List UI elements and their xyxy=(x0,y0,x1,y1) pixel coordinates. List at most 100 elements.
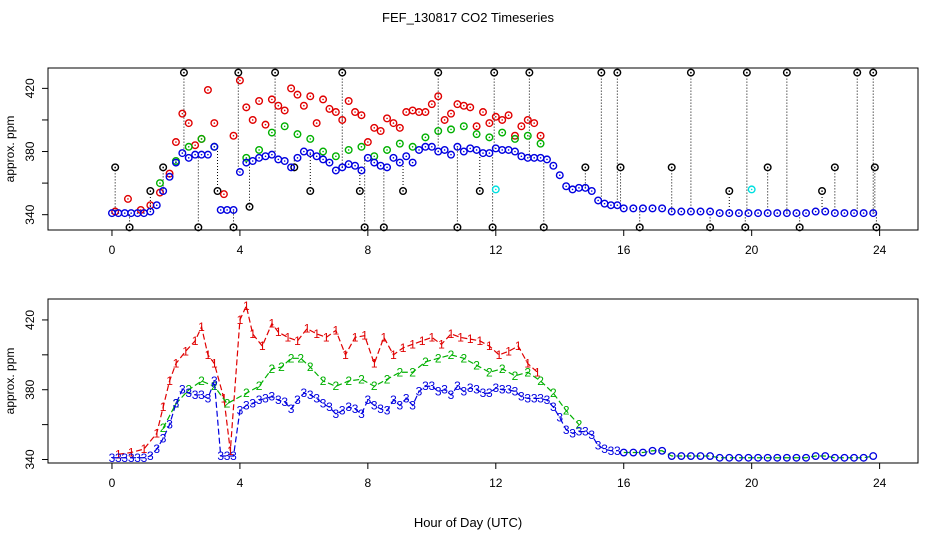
point-label-3: 3 xyxy=(371,398,378,412)
point-center-red xyxy=(450,112,452,115)
point-label-2: 2 xyxy=(173,397,180,411)
point-label-1: 1 xyxy=(409,337,416,351)
point-center-blue xyxy=(168,175,171,178)
point-label-2: 2 xyxy=(243,386,250,400)
series-line-2 xyxy=(162,354,580,429)
point-green xyxy=(357,142,366,151)
point-cyan xyxy=(491,185,500,194)
point-blue xyxy=(383,163,392,172)
point-center-blue xyxy=(379,164,382,167)
point-label-1: 1 xyxy=(182,344,189,358)
point-center-blue xyxy=(130,212,132,214)
point-center-red xyxy=(539,134,542,137)
point-label-3: 3 xyxy=(480,386,487,400)
point-center-green xyxy=(424,136,427,139)
point-blue xyxy=(581,183,590,192)
point-label-3: 3 xyxy=(217,449,224,463)
point-blue xyxy=(485,149,494,158)
point-label-3: 3 xyxy=(365,393,372,407)
point-label-3: 3 xyxy=(141,451,148,465)
point-center-blue xyxy=(786,212,788,214)
point-center-black xyxy=(437,71,440,74)
point-center-blue xyxy=(437,150,440,153)
point-blue xyxy=(389,153,398,162)
point-red xyxy=(376,126,385,135)
point-flat xyxy=(677,452,686,460)
point-blue xyxy=(763,209,772,218)
point-flat xyxy=(792,453,801,462)
point-label-2: 2 xyxy=(358,372,365,386)
point-center-black xyxy=(616,71,619,74)
point-red xyxy=(536,131,545,140)
point-label-3: 3 xyxy=(409,398,416,412)
point-flat xyxy=(763,453,772,462)
point-label-3: 3 xyxy=(384,404,391,418)
point-blue xyxy=(840,209,849,218)
point-center-blue xyxy=(155,204,158,207)
point-center-blue xyxy=(181,152,184,154)
point-blue xyxy=(754,209,763,218)
point-center-red xyxy=(520,125,523,128)
point-center-blue xyxy=(616,204,619,207)
point-label-3: 3 xyxy=(428,379,435,393)
point-label-3: 3 xyxy=(550,400,557,414)
point-flat xyxy=(658,446,667,455)
point-black xyxy=(453,223,462,232)
point-label-1: 1 xyxy=(457,330,464,344)
top-panel: 0 4 8 12 16 20 24 340 380 420 approx. ppm xyxy=(3,67,919,257)
point-label-3: 3 xyxy=(134,451,141,465)
top-y-axis-label: approx. ppm xyxy=(3,116,17,183)
point-red xyxy=(299,101,308,110)
point-center-blue xyxy=(283,160,286,162)
point-red xyxy=(184,119,193,128)
point-blue xyxy=(648,204,657,213)
point-center-red xyxy=(341,119,344,121)
point-blue xyxy=(562,182,571,191)
point-red xyxy=(267,95,276,104)
point-blue xyxy=(453,142,462,151)
point-center-green xyxy=(175,160,177,162)
point-center-blue xyxy=(488,152,491,154)
point-center-black xyxy=(834,166,836,169)
point-label-3: 3 xyxy=(224,449,231,463)
point-label-3: 3 xyxy=(301,386,308,400)
point-center-blue xyxy=(207,153,209,156)
point-center-blue xyxy=(431,145,433,148)
point-black xyxy=(741,223,750,232)
point-center-blue xyxy=(373,161,376,164)
point-label-1: 1 xyxy=(115,447,122,461)
point-black xyxy=(853,68,862,77)
point-label-2: 2 xyxy=(185,383,192,397)
point-blue xyxy=(235,168,244,177)
point-label-2: 2 xyxy=(512,369,519,383)
point-flat xyxy=(782,453,791,462)
point-black xyxy=(830,163,839,172)
point-label-3: 3 xyxy=(173,397,180,411)
point-flat xyxy=(850,453,858,462)
point-black xyxy=(742,68,751,77)
point-label-1: 1 xyxy=(237,313,244,327)
point-label-2: 2 xyxy=(224,397,231,411)
point-label-1: 1 xyxy=(352,330,359,344)
point-label-1: 1 xyxy=(505,344,512,358)
point-label-1: 1 xyxy=(221,391,228,405)
point-label-3: 3 xyxy=(460,384,467,398)
point-black xyxy=(706,223,715,232)
point-red xyxy=(440,115,449,124)
point-label-3: 3 xyxy=(595,439,602,453)
point-center-blue xyxy=(200,153,203,156)
point-label-2: 2 xyxy=(371,379,378,393)
point-label-1: 1 xyxy=(438,337,445,351)
point-flat xyxy=(869,452,878,460)
point-label-3: 3 xyxy=(211,374,218,388)
point-label-3: 3 xyxy=(192,388,199,402)
point-blue xyxy=(408,158,417,167)
point-label-1: 1 xyxy=(259,339,266,353)
point-green xyxy=(447,125,456,134)
point-black xyxy=(179,68,188,77)
point-center-green xyxy=(360,145,363,148)
point-red xyxy=(123,194,132,203)
point-red xyxy=(357,111,366,120)
point-center-green xyxy=(322,150,324,153)
point-label-1: 1 xyxy=(467,332,474,346)
